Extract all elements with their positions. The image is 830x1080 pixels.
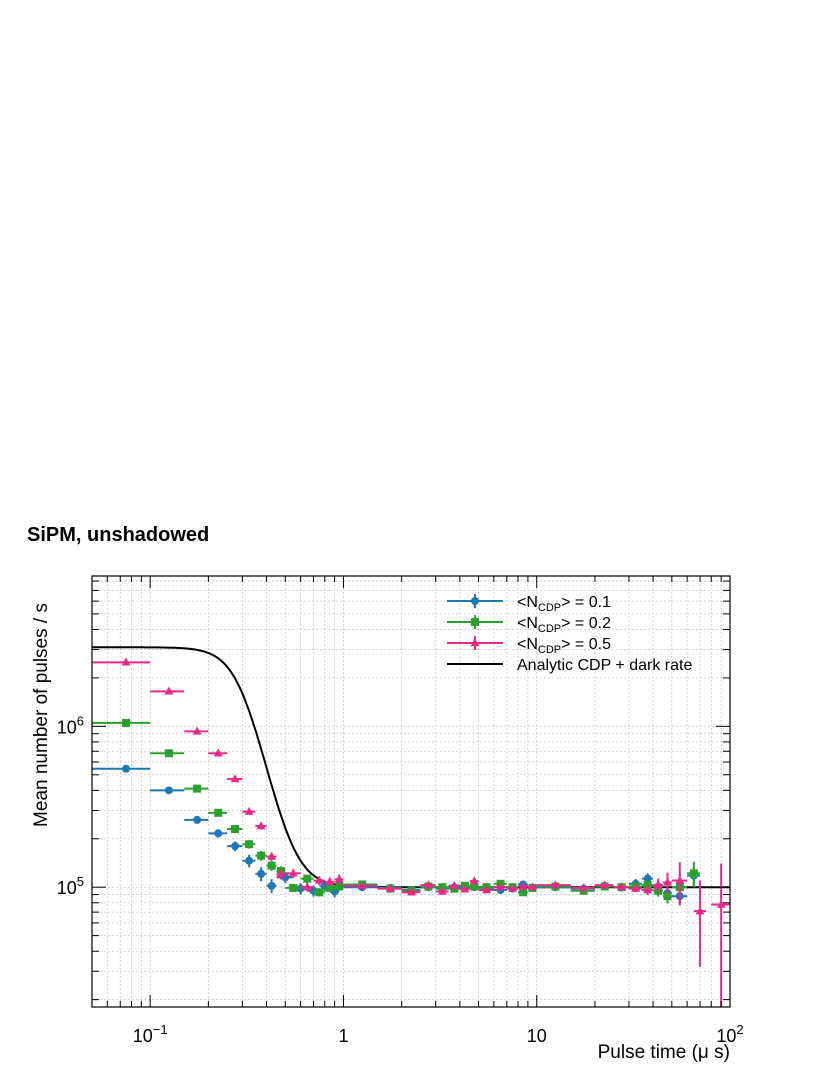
data-point bbox=[276, 869, 286, 878]
data-point bbox=[325, 883, 334, 892]
x-tick-label: 10 bbox=[527, 1026, 547, 1046]
data-point bbox=[164, 786, 173, 795]
data-point bbox=[302, 882, 312, 891]
data-point bbox=[600, 880, 610, 889]
chart-title: SiPM, unshadowed bbox=[27, 524, 210, 546]
data-point bbox=[689, 869, 698, 878]
data-point bbox=[230, 774, 240, 783]
data-point bbox=[164, 749, 173, 758]
model-curve-layer bbox=[92, 646, 730, 889]
data-point bbox=[314, 875, 324, 884]
data-point bbox=[470, 882, 479, 891]
x-tick-label: 10−1 bbox=[133, 1022, 168, 1046]
data-point bbox=[289, 883, 298, 892]
data-point bbox=[257, 869, 266, 878]
data-point bbox=[325, 877, 335, 886]
data-point bbox=[357, 881, 367, 890]
data-point bbox=[631, 883, 641, 892]
data-point bbox=[508, 883, 517, 892]
data-point bbox=[643, 881, 652, 890]
legend-label: <NCDP> = 0.2 bbox=[517, 615, 611, 635]
data-point bbox=[315, 888, 324, 897]
data-point bbox=[245, 840, 254, 849]
data-point bbox=[449, 881, 459, 890]
data-point bbox=[407, 887, 416, 896]
legend-marker bbox=[470, 638, 480, 647]
series-circle bbox=[92, 764, 701, 906]
data-point bbox=[256, 821, 266, 830]
legend-label: <NCDP> = 0.5 bbox=[517, 636, 611, 656]
data-point bbox=[695, 906, 705, 915]
data-point bbox=[386, 883, 395, 892]
data-point bbox=[617, 882, 627, 891]
x-axis-label: Pulse time (μ s) bbox=[598, 1042, 730, 1063]
data-point bbox=[334, 874, 344, 883]
axis-ticks: 10−1 1 10 102 105 106 bbox=[57, 576, 744, 1046]
data-point bbox=[193, 815, 202, 824]
data-point bbox=[643, 874, 652, 883]
data-point bbox=[528, 882, 537, 891]
data-point bbox=[437, 886, 447, 895]
data-point bbox=[675, 875, 685, 884]
series-triangle bbox=[92, 657, 730, 1007]
data-point bbox=[231, 825, 240, 834]
data-point bbox=[460, 884, 470, 893]
data-point bbox=[518, 881, 528, 890]
data-point bbox=[663, 892, 672, 901]
legend-marker bbox=[471, 597, 479, 605]
data-point bbox=[496, 882, 505, 891]
data-point bbox=[267, 861, 276, 870]
data-point bbox=[257, 851, 266, 860]
y-tick-label: 106 bbox=[57, 713, 84, 737]
data-point bbox=[469, 876, 479, 885]
legend-label-model: Analytic CDP + dark rate bbox=[517, 657, 692, 674]
y-axis-label: Mean number of pulses / s bbox=[31, 603, 52, 827]
data-point bbox=[335, 882, 344, 891]
data-points-layer bbox=[92, 657, 730, 1007]
data-point bbox=[663, 877, 672, 886]
data-point bbox=[121, 657, 131, 666]
data-point bbox=[192, 726, 202, 735]
data-point bbox=[214, 808, 223, 817]
data-point bbox=[551, 880, 560, 889]
x-tick-label: 102 bbox=[716, 1022, 743, 1046]
data-point bbox=[267, 851, 277, 860]
data-point bbox=[231, 842, 240, 851]
series-square bbox=[92, 718, 701, 904]
data-point bbox=[716, 899, 726, 908]
data-point bbox=[213, 748, 223, 757]
data-point bbox=[245, 856, 254, 865]
data-point bbox=[288, 868, 298, 877]
legend-label: <NCDP> = 0.1 bbox=[517, 594, 611, 614]
legend: <NCDP> = 0.1<NCDP> = 0.2<NCDP> = 0.5Anal… bbox=[447, 594, 692, 674]
data-point bbox=[653, 880, 663, 889]
data-point bbox=[164, 686, 174, 695]
data-point bbox=[244, 806, 254, 815]
data-point bbox=[122, 764, 131, 773]
data-point bbox=[519, 888, 528, 897]
data-point bbox=[267, 881, 276, 890]
model-curve bbox=[92, 646, 730, 889]
data-point bbox=[579, 883, 589, 892]
grid bbox=[91, 576, 731, 1007]
data-point bbox=[643, 885, 653, 894]
data-point bbox=[193, 784, 202, 793]
data-point bbox=[303, 874, 312, 883]
plot-frame bbox=[91, 575, 731, 1008]
x-tick-label: 1 bbox=[338, 1026, 348, 1046]
data-point bbox=[214, 829, 223, 838]
data-point bbox=[423, 880, 433, 889]
data-point bbox=[482, 885, 491, 894]
y-tick-label: 105 bbox=[57, 874, 84, 898]
data-point bbox=[122, 718, 131, 727]
legend-marker bbox=[471, 618, 479, 626]
